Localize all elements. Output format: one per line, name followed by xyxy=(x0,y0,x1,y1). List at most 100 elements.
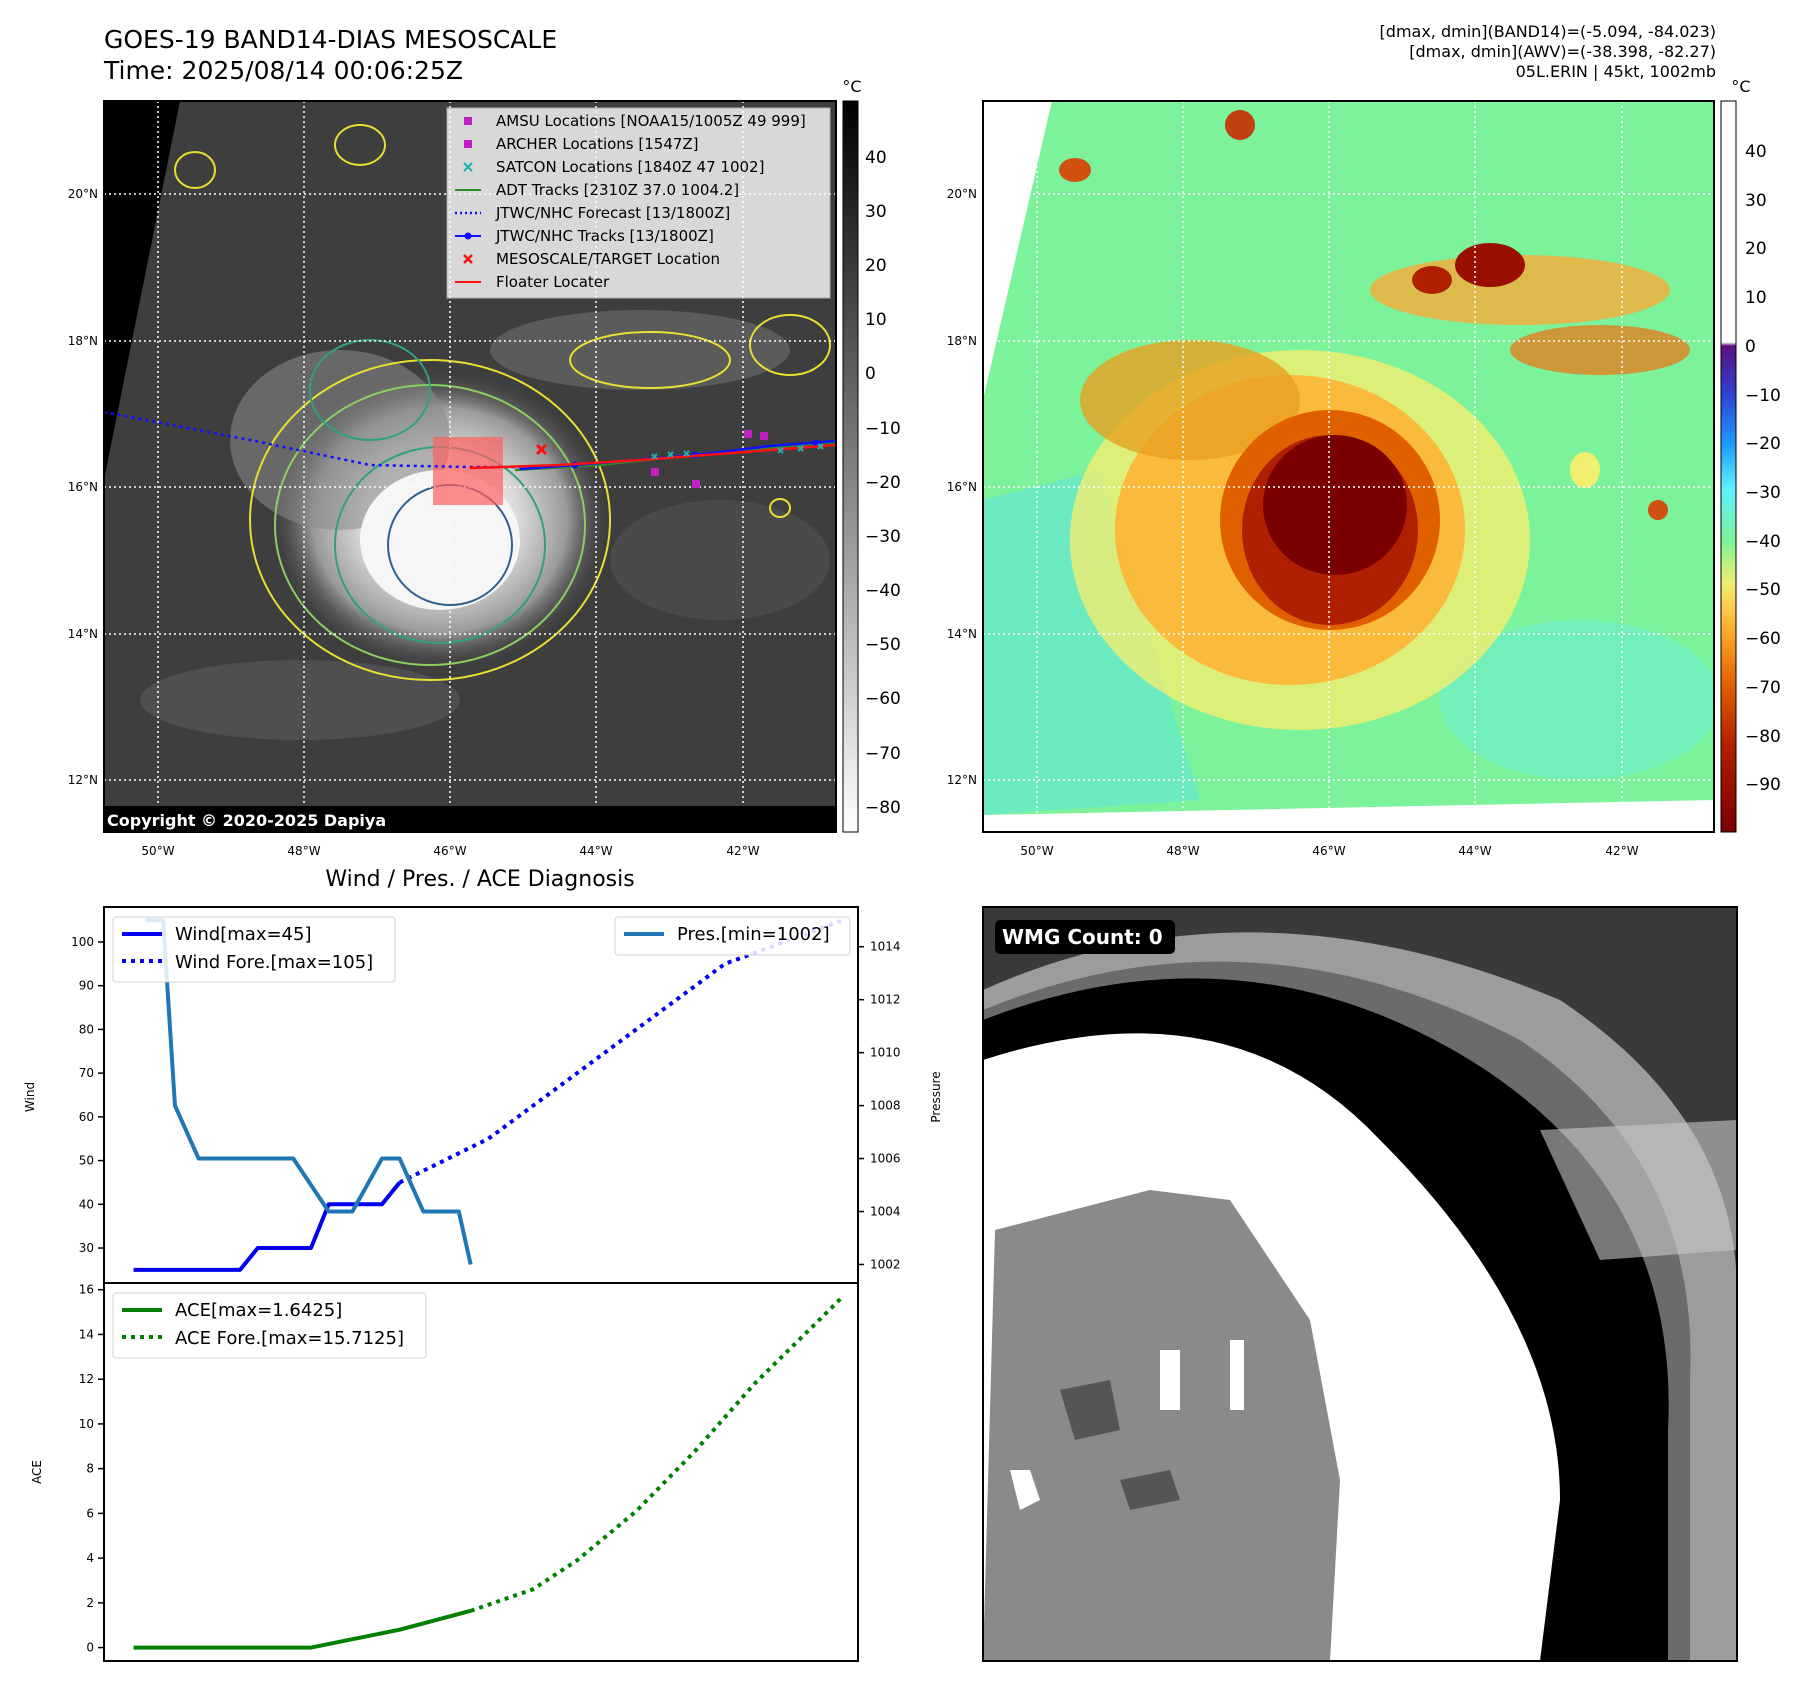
awv-cb-tick: −90 xyxy=(1745,775,1781,795)
series-line-1 xyxy=(398,918,844,1185)
wind-legend: Wind[max=45] Wind Fore.[max=105] xyxy=(112,916,396,983)
y-tick-label: 40 xyxy=(79,1197,94,1211)
y-tick-label: 16 xyxy=(79,1283,94,1297)
y-tick-label: 90 xyxy=(79,979,94,993)
stats-line-2: [dmax, dmin](AWV)=(-38.398, -82.27) xyxy=(1409,42,1716,61)
stats-block: [dmax, dmin](BAND14)=(-5.094, -84.023) [… xyxy=(1116,22,1716,82)
y2-tick-label: 1012 xyxy=(870,993,901,1007)
y-tick-label: 60 xyxy=(79,1110,94,1124)
y-tick-label: 2 xyxy=(86,1596,94,1610)
ir-colorbar: °C 40 30 20 10 0 −10 −20 −30 −40 −50 −60… xyxy=(842,77,901,833)
ir-cb-tick: −70 xyxy=(865,744,901,764)
y2-tick-label: 1008 xyxy=(870,1099,901,1113)
ir-legend: AMSU Locations [NOAA15/1005Z 49 999] ARC… xyxy=(446,107,831,299)
awv-cb-tick: 20 xyxy=(1745,239,1767,259)
ir-lon-label: 46°W xyxy=(433,844,466,858)
ir-cb-tick: −30 xyxy=(865,527,901,547)
target-marker xyxy=(535,443,548,456)
awv-cb-tick: −70 xyxy=(1745,678,1781,698)
awv-lat-labels: 20°N 18°N 16°N 14°N 12°N xyxy=(947,187,977,787)
ir-cb-tick: 0 xyxy=(865,364,876,384)
ir-cb-tick: 10 xyxy=(865,310,887,330)
stats-line-1: [dmax, dmin](BAND14)=(-5.094, -84.023) xyxy=(1379,22,1716,41)
ir-cb-tick: −40 xyxy=(865,581,901,601)
awv-cb-tick: −60 xyxy=(1745,629,1781,649)
awv-lon-labels: 50°W 48°W 46°W 44°W 42°W xyxy=(1020,844,1638,858)
awv-cb-tick: −50 xyxy=(1745,580,1781,600)
awv-colorbar: °C 40 30 20 10 0 −10 −20 −30 −40 −50 −60… xyxy=(1720,77,1781,833)
ir-cb-tick: −20 xyxy=(865,473,901,493)
legend-floater: Floater Locater xyxy=(496,273,610,291)
awv-cb-tick: −10 xyxy=(1745,386,1781,406)
series-line-1 xyxy=(469,1294,845,1613)
pressure-legend: Pres.[min=1002] xyxy=(614,916,851,956)
awv-cb-tick: 30 xyxy=(1745,191,1767,211)
y-tick-label: 0 xyxy=(86,1641,94,1655)
wmg-count-label: WMG Count: 0 xyxy=(1002,925,1163,949)
stats-line-3: 05L.ERIN | 45kt, 1002mb xyxy=(1515,62,1716,81)
ir-lon-label: 50°W xyxy=(141,844,174,858)
legend-adt: ADT Tracks [2310Z 37.0 1004.2] xyxy=(496,181,739,199)
awv-lat-label: 20°N xyxy=(947,187,977,201)
diag-title: Wind / Pres. / ACE Diagnosis xyxy=(325,867,634,892)
legend-tracks: JTWC/NHC Tracks [13/1800Z] xyxy=(495,227,714,245)
y2-tick-label: 1014 xyxy=(870,940,901,954)
y-tick-label: 14 xyxy=(79,1327,94,1341)
awv-image xyxy=(983,101,1714,832)
y-tick-label: 50 xyxy=(79,1154,94,1168)
legend-forecast: JTWC/NHC Forecast [13/1800Z] xyxy=(495,204,730,222)
ir-cb-tick: 40 xyxy=(865,148,887,168)
ir-cb-tick: −10 xyxy=(865,419,901,439)
ir-colorbar-unit: °C xyxy=(842,77,861,96)
y-tick-label: 6 xyxy=(86,1506,94,1520)
ace-plot: 0 2 4 6 8 10 12 14 16 xyxy=(79,1283,845,1655)
title-line-2: Time: 2025/08/14 00:06:25Z xyxy=(104,56,463,85)
archer-markers xyxy=(651,430,768,488)
ir-lat-label: 20°N xyxy=(68,187,98,201)
series-line-0 xyxy=(133,1608,472,1650)
ace-ylabel: ACE xyxy=(30,1460,44,1484)
ir-cb-tick: 30 xyxy=(865,202,887,222)
ir-lon-label: 42°W xyxy=(726,844,759,858)
ace-axes-frame xyxy=(103,1282,859,1662)
legend-target: MESOSCALE/TARGET Location xyxy=(496,250,720,268)
y2-tick-label: 1002 xyxy=(870,1257,901,1271)
awv-lat-label: 16°N xyxy=(947,480,977,494)
awv-colorbar-unit: °C xyxy=(1731,77,1750,96)
legend-ace-fore: ACE Fore.[max=15.7125] xyxy=(175,1328,404,1349)
y-tick-label: 10 xyxy=(79,1417,94,1431)
legend-ace: ACE[max=1.6425] xyxy=(175,1300,342,1321)
ir-lat-label: 16°N xyxy=(68,480,98,494)
awv-cb-tick: 40 xyxy=(1745,142,1767,162)
ir-lat-labels: 20°N 18°N 16°N 14°N 12°N xyxy=(68,187,98,787)
awv-lat-label: 18°N xyxy=(947,334,977,348)
awv-cb-tick: −40 xyxy=(1745,532,1781,552)
y-tick-label: 70 xyxy=(79,1066,94,1080)
y2-tick-label: 1006 xyxy=(870,1152,901,1166)
wmg-image xyxy=(983,907,1737,1661)
awv-lat-label: 12°N xyxy=(947,773,977,787)
wmg-count-badge: WMG Count: 0 xyxy=(995,920,1175,954)
awv-cb-tick: 0 xyxy=(1745,337,1756,357)
ace-legend: ACE[max=1.6425] ACE Fore.[max=15.7125] xyxy=(112,1292,427,1359)
title-line-1: GOES-19 BAND14-DIAS MESOSCALE xyxy=(104,25,558,54)
ir-lon-label: 44°W xyxy=(579,844,612,858)
awv-cb-tick: −20 xyxy=(1745,434,1781,454)
y-tick-label: 80 xyxy=(79,1022,94,1036)
y-tick-label: 4 xyxy=(86,1551,94,1565)
awv-lon-label: 46°W xyxy=(1312,844,1345,858)
awv-lon-label: 48°W xyxy=(1166,844,1199,858)
floater-box xyxy=(433,437,503,505)
ir-lat-label: 18°N xyxy=(68,334,98,348)
pressure-ylabel: Pressure xyxy=(929,1071,943,1122)
legend-wind-fore: Wind Fore.[max=105] xyxy=(175,952,373,973)
ir-lat-label: 14°N xyxy=(68,627,98,641)
y2-tick-label: 1004 xyxy=(870,1205,901,1219)
ir-cb-tick: −80 xyxy=(865,798,901,818)
y-tick-label: 100 xyxy=(71,935,94,949)
ir-cb-tick: −50 xyxy=(865,635,901,655)
wind-ylabel: Wind xyxy=(23,1082,37,1112)
ir-lon-label: 48°W xyxy=(287,844,320,858)
legend-wind: Wind[max=45] xyxy=(175,924,312,945)
